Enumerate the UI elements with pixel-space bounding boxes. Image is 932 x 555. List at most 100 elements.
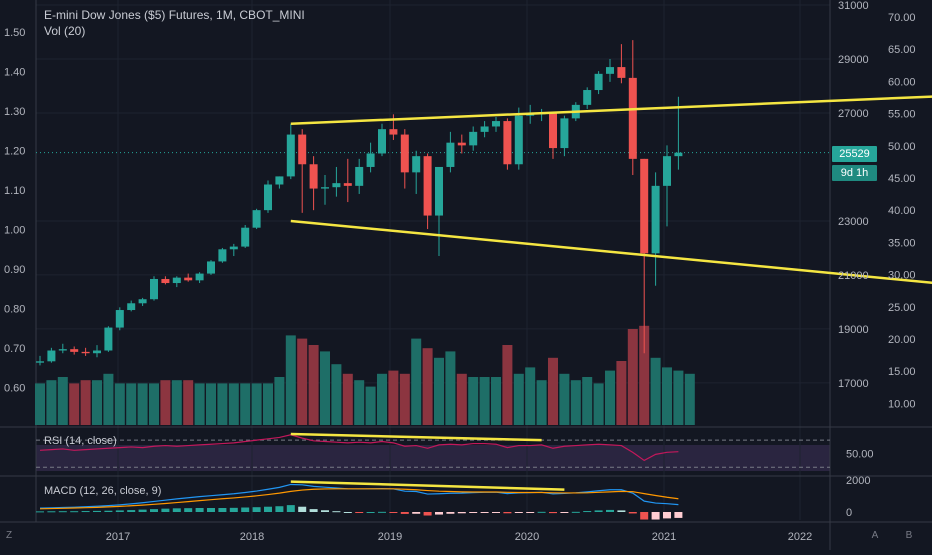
candle-body: [184, 277, 193, 281]
candle-body: [138, 299, 147, 304]
macd-histogram-bar: [503, 512, 512, 514]
last-price-badge: 25529: [832, 146, 877, 162]
macd-legend[interactable]: MACD (12, 26, close, 9): [44, 485, 162, 497]
volume-bar: [456, 373, 467, 425]
volume-bar: [228, 383, 239, 425]
volume-bar: [548, 357, 558, 425]
volume-bar: [183, 380, 194, 425]
candle-body: [560, 118, 569, 149]
macd-histogram-bar: [207, 508, 215, 512]
volume-bar: [160, 380, 171, 425]
volume-bar: [445, 351, 456, 425]
macd-histogram-bar: [218, 508, 227, 512]
volume-axis-label: 40.00: [888, 205, 916, 217]
candles[interactable]: [36, 40, 683, 366]
macd-histogram-bar: [537, 511, 546, 513]
macd-histogram-bar: [412, 512, 421, 514]
macd-histogram-bar: [264, 506, 272, 512]
macd-histogram-bar: [663, 512, 671, 519]
volume-bar: [684, 373, 695, 425]
rsi-pane[interactable]: [36, 432, 830, 468]
candle-body: [47, 350, 56, 362]
volume-axis-label: 60.00: [888, 76, 916, 88]
volume-axis-label: 45.00: [888, 173, 916, 185]
candle-body: [355, 166, 364, 186]
volume-bar: [69, 383, 80, 425]
macd-histogram-bar: [435, 512, 443, 515]
auto-scale-button[interactable]: A: [871, 530, 879, 541]
volume-bar: [388, 370, 399, 425]
candle-body: [70, 349, 79, 352]
axes: 2017 2018 2019 2020 2021 2022 31000 29000 27000 2…: [4, 0, 916, 543]
volume-bar: [342, 373, 353, 425]
right-axis-label: 21000: [838, 270, 869, 282]
macd-histogram-bar: [355, 512, 364, 513]
macd-histogram-bar: [617, 510, 626, 512]
trendlines[interactable]: [290, 85, 932, 310]
macd-histogram-bar: [184, 508, 193, 512]
x-tick-label: 2017: [106, 531, 130, 543]
macd-histogram-bar: [469, 512, 478, 513]
volume-bar: [673, 370, 684, 425]
macd-histogram-bar: [172, 508, 181, 512]
macd-histogram-bar: [366, 512, 375, 513]
left-axis-label: 1.20: [4, 146, 25, 158]
main-legend: E-mini Dow Jones ($5) Futures, 1M, CBOT_…: [44, 7, 305, 39]
volume-bar: [570, 380, 581, 425]
volume-axis-label: 10.00: [888, 398, 916, 410]
volume-bar: [502, 345, 513, 425]
rsi-legend[interactable]: RSI (14, close): [44, 435, 117, 447]
timezone-button[interactable]: Z: [5, 530, 13, 541]
macd-histogram-bar: [195, 508, 204, 512]
volume-legend[interactable]: Vol (20): [44, 24, 86, 38]
macd-histogram-bar: [138, 509, 147, 512]
macd-histogram-bar: [286, 505, 295, 512]
macd-histogram-bar: [400, 512, 409, 514]
candle-body: [36, 361, 44, 363]
candle-body: [446, 142, 455, 167]
macd-pane[interactable]: [36, 480, 683, 520]
macd-histogram-bar: [378, 511, 386, 513]
candle-body: [674, 152, 683, 157]
volume-bar: [593, 383, 604, 425]
volume-bar: [354, 380, 365, 425]
candle-body: [651, 185, 660, 254]
macd-histogram-bar: [150, 509, 158, 512]
trendline: [290, 95, 932, 126]
candle-body: [503, 121, 512, 165]
candle-body: [127, 303, 136, 311]
candle-body: [195, 273, 204, 281]
volume-bar: [137, 383, 148, 425]
volume-bar: [92, 380, 102, 425]
macd-histogram-bar: [423, 512, 432, 516]
candle-body: [628, 77, 637, 159]
volume-bar: [468, 377, 479, 425]
candle-body: [343, 183, 352, 186]
macd-histogram-bar: [526, 512, 535, 513]
volume-bar: [263, 383, 273, 425]
volume-axis-label: 30.00: [888, 270, 916, 282]
macd-histogram-bar: [571, 511, 580, 513]
candle-body: [514, 115, 523, 165]
macd-histogram-bar: [628, 512, 637, 514]
volume-bar: [639, 325, 650, 425]
macd-histogram-bar: [93, 510, 101, 512]
left-axis-label: 1.50: [4, 27, 25, 39]
left-axis-label: 1.40: [4, 67, 25, 79]
macd-histogram-bar: [321, 510, 329, 512]
x-tick-label: 2018: [240, 531, 264, 543]
volume-bar: [46, 380, 57, 425]
log-scale-button[interactable]: B: [905, 530, 913, 541]
macd-histogram-bar: [640, 512, 649, 520]
candle-body: [275, 176, 284, 185]
macd-histogram-bar: [560, 512, 569, 513]
candle-body: [435, 166, 443, 216]
macd-histogram-bar: [115, 510, 124, 512]
candle-body: [309, 164, 318, 189]
volume-bar: [479, 377, 490, 425]
macd-histogram-bar: [58, 511, 67, 513]
symbol-title[interactable]: E-mini Dow Jones ($5) Futures, 1M, CBOT_…: [44, 8, 305, 22]
